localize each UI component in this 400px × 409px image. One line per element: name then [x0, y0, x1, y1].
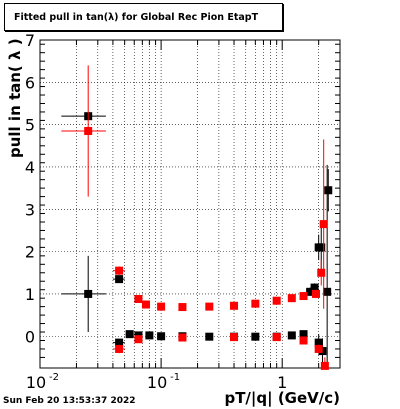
- data-point: [311, 289, 320, 298]
- data-point: [319, 220, 328, 229]
- x-axis-label: pT/|q| (GeV/c): [224, 389, 340, 407]
- x-tick-label: 10: [26, 373, 46, 392]
- data-point: [205, 332, 214, 341]
- data-point: [272, 296, 281, 305]
- y-tick-label: 5: [25, 116, 35, 135]
- data-point: [251, 332, 260, 341]
- data-point: [314, 344, 323, 353]
- y-tick-label: 2: [25, 243, 35, 262]
- y-axis-label: pull in tan( λ ): [6, 38, 24, 158]
- x-tick-exponent: -1: [170, 372, 180, 383]
- data-series: [61, 65, 333, 370]
- data-point: [324, 186, 333, 195]
- data-point: [251, 299, 260, 308]
- y-tick-label: 7: [25, 31, 35, 50]
- data-point: [314, 338, 323, 347]
- chart-title: Fitted pull in tan(λ) for Global Rec Pio…: [14, 12, 259, 23]
- data-point: [306, 287, 315, 296]
- data-point: [145, 331, 154, 340]
- y-tick-label: 4: [25, 158, 35, 177]
- data-point: [299, 336, 308, 345]
- data-point: [157, 332, 166, 341]
- data-point: [272, 333, 281, 342]
- series-1: [61, 65, 329, 370]
- data-point: [178, 303, 187, 312]
- x-tick-label: 1: [277, 373, 287, 392]
- data-point: [230, 301, 239, 310]
- data-point: [310, 283, 319, 292]
- chart-title-box: Fitted pull in tan(λ) for Global Rec Pio…: [4, 3, 283, 31]
- data-point: [299, 330, 308, 339]
- data-point: [320, 361, 329, 370]
- data-point: [178, 333, 187, 342]
- y-tick-label: 0: [25, 327, 35, 346]
- data-point: [115, 344, 124, 353]
- y-tick-label: 6: [25, 73, 35, 92]
- data-point: [299, 292, 308, 301]
- data-point: [134, 335, 143, 344]
- timestamp: Sun Feb 20 13:53:37 2022: [3, 396, 136, 406]
- data-point: [287, 331, 296, 340]
- x-tick-label: 10: [147, 373, 167, 392]
- data-point: [230, 333, 239, 342]
- data-point: [115, 266, 124, 275]
- data-point: [141, 300, 150, 309]
- data-point: [115, 275, 124, 284]
- data-point: [205, 302, 214, 311]
- y-tick-label: 1: [25, 285, 35, 304]
- data-point: [317, 268, 326, 277]
- data-point: [323, 287, 332, 296]
- y-tick-label: 3: [25, 200, 35, 219]
- data-point: [157, 302, 166, 311]
- data-point: [125, 330, 134, 339]
- data-point: [317, 243, 326, 252]
- data-point: [287, 294, 296, 303]
- x-tick-exponent: -2: [49, 372, 59, 383]
- data-point: [134, 295, 143, 304]
- data-point: [115, 338, 124, 347]
- plot-frame: [39, 39, 341, 369]
- data-point: [84, 289, 93, 298]
- data-point: [84, 126, 93, 135]
